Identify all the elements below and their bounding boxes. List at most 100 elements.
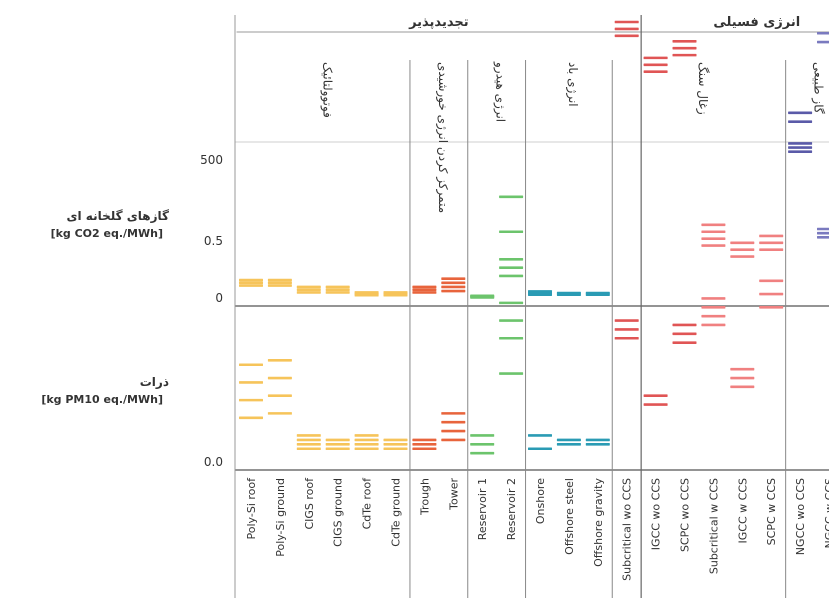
category-label-18: SCPC w CCS	[765, 478, 778, 545]
bar-mark-p2-c17-v0	[730, 385, 755, 389]
bar-mark-p2-c8-v2	[470, 434, 495, 437]
bar-mark-p2-c9-v2	[499, 319, 524, 322]
category-label-15: SCPC wo CCS	[679, 478, 692, 552]
bar-mark-p2-c14-v0	[643, 403, 668, 406]
bar-mark-p2-c5-v2	[383, 438, 408, 442]
category-label-2: CIGS roof	[303, 477, 316, 530]
bar-mark-p1-c10-v2	[528, 290, 552, 293]
bar-mark-p2-c18-v2	[759, 279, 784, 283]
bar-mark-p2-c9-v1	[499, 336, 524, 340]
bar-mark-p2-c11-v1	[556, 438, 581, 442]
bar-mark-p2-c6-v1	[412, 443, 437, 446]
bar-mark-p2-c15-v0	[672, 341, 697, 344]
bar-mark-p1-c19-v0	[788, 150, 813, 154]
bar-mark-p2-c16-v2	[701, 306, 726, 309]
panel-1-tick-0: 0	[215, 291, 223, 305]
category-label-0: Poly-Si roof	[245, 477, 258, 540]
category-label-4: CdTe roof	[361, 477, 374, 530]
chart-structure	[234, 15, 829, 598]
bar-mark-p1-c18-v1	[759, 241, 784, 245]
bar-mark-p2-c17-v1	[730, 376, 755, 380]
category-label-20: NGCC w CCS	[823, 478, 829, 548]
bar-mark-p2-c18-v1	[759, 292, 784, 296]
bar-mark-p1-c20-v0	[817, 235, 829, 239]
bar-mark-p1-c12-v1	[585, 291, 610, 295]
panel-2-tick-1: 0.5	[204, 234, 223, 248]
bar-mark-p2-c3-v1	[325, 443, 350, 446]
bar-mark-p1-c7-v0	[441, 289, 466, 293]
bar-mark-p2-c1-v0	[267, 412, 292, 415]
panel-2-title: ذرات	[139, 375, 169, 389]
bar-mark-p1-c11-v1	[556, 291, 581, 295]
bar-mark-p2-c2-v0	[296, 447, 321, 451]
bar-mark-p2-c0-v2	[239, 381, 263, 384]
category-label-9: Reservoir 2	[505, 478, 518, 540]
category-label-10: Onshore	[534, 478, 547, 524]
bar-mark-p1-c15-v1	[672, 46, 697, 50]
bar-mark-p1-c13-v2	[614, 20, 639, 24]
subgroup-label-2: انرژی هیدرو	[493, 61, 508, 122]
bar-mark-p2-c8-v0	[470, 451, 495, 455]
panel-1-unit: [kg CO2 eq./MWh]	[50, 227, 163, 240]
group-label-1: انرژی فسیلی	[713, 15, 800, 30]
bar-mark-p2-c19-v1	[788, 111, 813, 115]
bar-mark-p2-c15-v1	[672, 332, 697, 336]
bar-mark-p2-c16-v1	[701, 314, 726, 318]
chart-marks	[239, 20, 829, 455]
bar-mark-p2-c7-v1	[441, 429, 466, 433]
category-label-8: Reservoir 1	[476, 478, 489, 540]
bar-mark-p1-c19-v1	[788, 146, 813, 149]
bar-mark-p2-c12-v0	[585, 443, 610, 446]
bar-mark-p2-c19-v0	[788, 120, 813, 123]
bar-mark-p1-c9-v1	[499, 266, 524, 269]
chart-labels: تجدیدپذیر انرژی فسیلی فوتوولتائیک متمرکز کر…	[200, 15, 829, 581]
bar-mark-p1-c13-v1	[614, 27, 639, 31]
bar-mark-p1-c6-v2	[412, 285, 437, 289]
bar-mark-p2-c18-v0	[759, 306, 784, 309]
bar-mark-p1-c18-v2	[759, 234, 784, 238]
bar-mark-p1-c15-v0	[672, 53, 697, 57]
bar-mark-p1-c16-v2	[701, 230, 726, 234]
bar-mark-p1-c20-v2	[817, 227, 829, 231]
bar-mark-p1-c15-v2	[672, 40, 697, 43]
category-label-5: CdTe ground	[390, 478, 403, 547]
bar-mark-p2-c11-v0	[556, 443, 581, 446]
bar-mark-p1-c1-v1	[267, 281, 292, 285]
bar-mark-p2-c20-v1	[817, 31, 829, 35]
category-label-16: Subcritical w CCS	[707, 478, 720, 574]
bar-mark-p2-c1-v2	[267, 376, 292, 380]
bar-mark-p1-c1-v2	[267, 278, 292, 282]
subgroup-label-0: فوتوولتائیک	[319, 62, 334, 118]
bar-mark-p1-c13-v0	[614, 34, 639, 38]
bar-mark-p1-c16-v0	[701, 244, 726, 247]
bar-mark-p1-c6-v1	[412, 288, 437, 292]
panel-2-tick-0: 0.0	[204, 455, 223, 469]
bar-mark-p2-c0-v1	[239, 398, 263, 402]
bar-mark-p2-c4-v1	[354, 443, 379, 446]
bar-mark-p2-c9-v4	[499, 195, 524, 199]
category-label-11: Offshore steel	[563, 478, 576, 555]
bar-mark-p2-c7-v2	[441, 420, 466, 424]
bar-mark-p2-c10-v0	[528, 447, 552, 451]
bar-mark-p2-c8-v1	[470, 443, 495, 446]
bar-mark-p2-c2-v3	[296, 434, 321, 437]
bar-mark-p2-c3-v2	[325, 438, 350, 442]
bar-mark-p1-c4-v2	[354, 291, 379, 294]
bar-mark-p1-c14-v0	[643, 70, 668, 73]
bar-mark-p2-c5-v0	[383, 447, 408, 451]
panel-2-unit: [kg PM10 eq./MWh]	[41, 393, 163, 406]
bar-mark-p1-c7-v2	[441, 281, 466, 285]
bar-mark-p2-c0-v0	[239, 416, 263, 420]
bar-mark-p1-c9-v0	[499, 274, 524, 278]
bar-mark-p2-c7-v0	[441, 438, 466, 442]
bar-mark-p1-c2-v1	[296, 288, 321, 292]
bar-mark-p2-c13-v2	[614, 319, 639, 322]
bar-mark-p1-c19-v2	[788, 142, 813, 145]
bar-mark-p2-c4-v2	[354, 438, 379, 442]
panel-1-title: گازهای گلخانه ای	[66, 209, 170, 223]
category-label-7: Tower	[447, 478, 460, 511]
bar-mark-p2-c14-v1	[643, 394, 668, 397]
bar-mark-p1-c0-v1	[239, 281, 263, 285]
bar-mark-p2-c1-v3	[267, 359, 292, 362]
